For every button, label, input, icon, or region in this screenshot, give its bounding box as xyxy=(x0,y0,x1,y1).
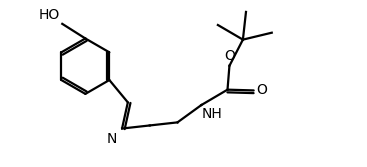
Text: NH: NH xyxy=(202,107,223,121)
Text: HO: HO xyxy=(39,8,60,22)
Text: O: O xyxy=(257,84,267,97)
Text: O: O xyxy=(224,49,235,63)
Text: N: N xyxy=(107,132,117,146)
